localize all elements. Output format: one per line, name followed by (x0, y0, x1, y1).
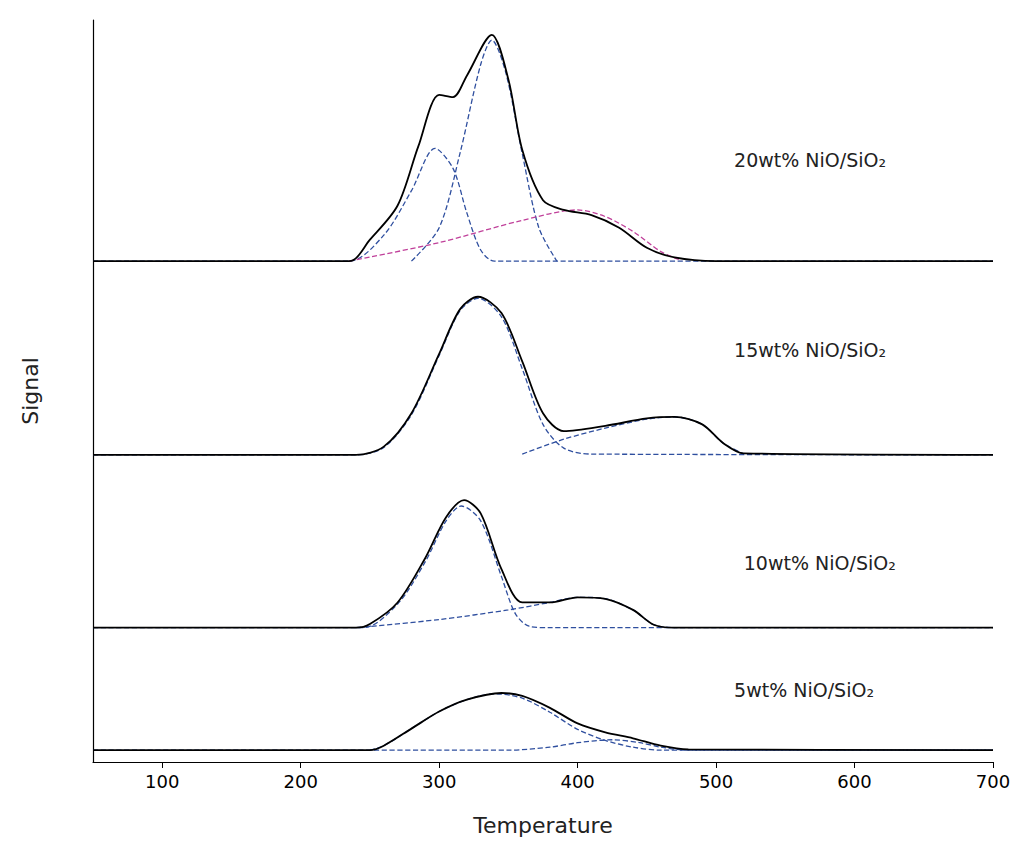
svg-text:100: 100 (145, 771, 179, 792)
svg-text:10wt% NiO/SiO₂: 10wt% NiO/SiO₂ (744, 552, 896, 574)
svg-text:300: 300 (422, 771, 456, 792)
svg-text:500: 500 (699, 771, 733, 792)
svg-text:15wt% NiO/SiO₂: 15wt% NiO/SiO₂ (734, 339, 886, 361)
svg-text:Signal: Signal (18, 357, 43, 425)
svg-text:600: 600 (837, 771, 871, 792)
svg-text:200: 200 (284, 771, 318, 792)
svg-text:400: 400 (560, 771, 594, 792)
svg-text:700: 700 (976, 771, 1010, 792)
svg-text:Temperature: Temperature (472, 813, 612, 838)
svg-text:5wt% NiO/SiO₂: 5wt% NiO/SiO₂ (734, 679, 874, 701)
svg-text:20wt% NiO/SiO₂: 20wt% NiO/SiO₂ (734, 149, 886, 171)
